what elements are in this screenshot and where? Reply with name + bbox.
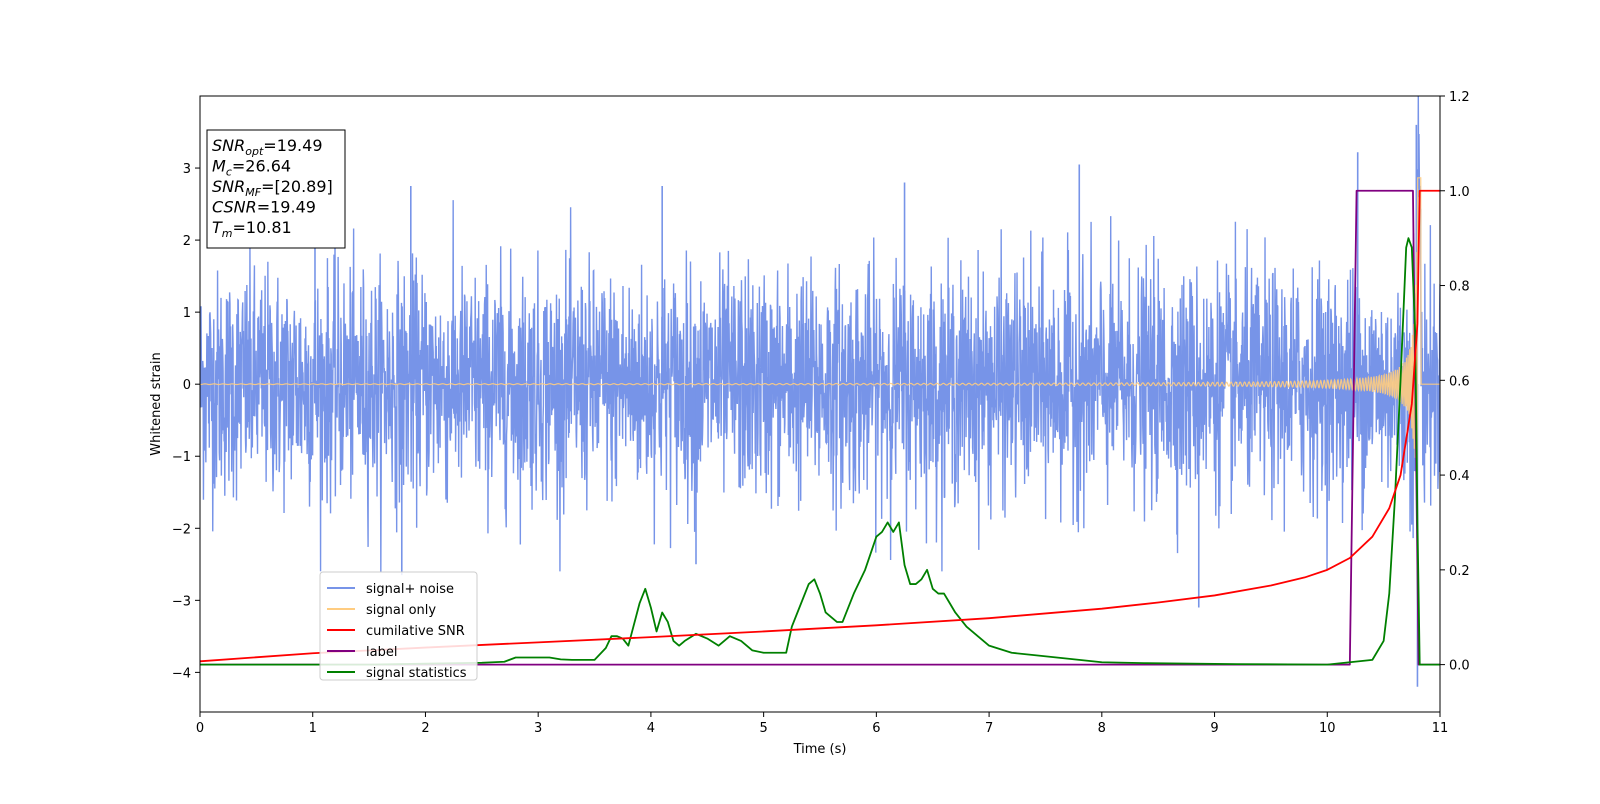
annotation-line: Mc=26.64	[212, 157, 291, 179]
annotation-line: Tm=10.81	[212, 218, 292, 240]
x-axis-label: Time (s)	[793, 742, 847, 757]
x-tick-label: 11	[1432, 721, 1449, 736]
series-cumulative-snr	[200, 189, 1440, 663]
y-left-tick-label: −2	[172, 522, 191, 537]
legend-label: signal only	[366, 603, 436, 618]
y-left-tick-label: 0	[183, 378, 191, 393]
annotation-box: SNRopt=19.49Mc=26.64SNRMF=[20.89]CSNR=19…	[206, 129, 346, 249]
x-tick-label: 1	[309, 721, 317, 736]
y-left-tick-label: −1	[172, 450, 191, 465]
x-tick-label: 8	[1098, 721, 1106, 736]
x-tick-label: 3	[534, 721, 542, 736]
y-right-tick-label: 1.0	[1449, 185, 1470, 200]
y-right-tick-label: 0.0	[1449, 659, 1470, 674]
y-left-tick-label: 2	[183, 234, 191, 249]
legend-label: signal statistics	[366, 666, 467, 681]
y-right-tick-label: 0.2	[1449, 564, 1470, 579]
plot-frame	[199, 95, 1441, 713]
y-right-tick-label: 1.2	[1449, 90, 1470, 105]
y-axis-label: Whitened strain	[149, 352, 164, 455]
y-right-tick-label: 0.4	[1449, 469, 1470, 484]
y-left-tick-label: 3	[183, 162, 191, 177]
ticks-layer: 0 1 2 3 4 5 6 7 8 9 10 11 −4 −3 −2 −1 0 1 2 3 0.0 0.2 0.4 0.6 0.…	[172, 90, 1470, 736]
x-tick-label: 9	[1210, 721, 1218, 736]
y-right-tick-label: 0.6	[1449, 374, 1470, 389]
x-tick-label: 2	[421, 721, 429, 736]
series-layer	[200, 96, 1440, 687]
x-tick-label: 10	[1319, 721, 1336, 736]
y-right-tick-label: 0.8	[1449, 280, 1470, 295]
legend: signal+ noise signal only cumilative SNR la…	[319, 571, 478, 681]
series-signal-noise	[200, 96, 1440, 572]
y-left-tick-label: 1	[183, 306, 191, 321]
x-tick-label: 7	[985, 721, 993, 736]
x-tick-label: 4	[647, 721, 655, 736]
legend-label: label	[366, 645, 397, 660]
y-left-tick-label: −3	[172, 594, 191, 609]
x-tick-label: 0	[196, 721, 204, 736]
y-left-tick-label: −4	[172, 666, 191, 681]
x-tick-label: 6	[872, 721, 880, 736]
legend-label: signal+ noise	[366, 582, 454, 597]
annotation-line: SNRopt=19.49	[212, 136, 323, 158]
series-signal-statistics	[200, 237, 1440, 666]
annotation-line: SNRMF=[20.89]	[212, 177, 333, 199]
legend-label: cumilative SNR	[366, 624, 465, 639]
annotation-line: CSNR=19.49	[212, 198, 316, 217]
x-tick-label: 5	[759, 721, 767, 736]
series-signal-only	[200, 177, 1440, 546]
